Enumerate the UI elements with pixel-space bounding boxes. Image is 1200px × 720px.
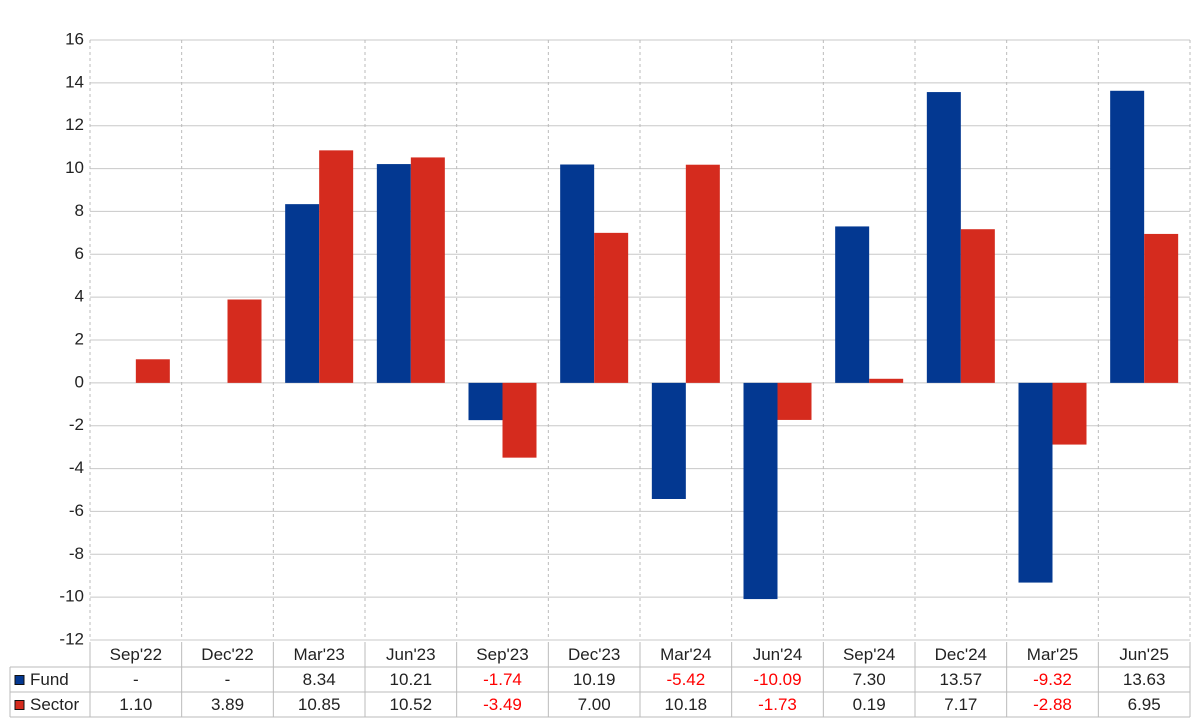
table-value: -10.09 <box>753 670 801 689</box>
y-tick-label: -12 <box>59 629 84 648</box>
x-tick-label: Sep'22 <box>110 645 162 664</box>
bar <box>560 164 595 383</box>
table-value: 10.52 <box>390 695 433 714</box>
x-tick-label: Jun'23 <box>386 645 436 664</box>
bar <box>743 382 778 600</box>
x-tick-label: Jun'25 <box>1119 645 1169 664</box>
table-value: 6.95 <box>1128 695 1161 714</box>
bar <box>410 157 445 383</box>
table-value: -1.73 <box>758 695 797 714</box>
bar <box>835 226 870 383</box>
x-tick-label: Dec'23 <box>568 645 620 664</box>
bar <box>502 382 537 458</box>
bar <box>227 299 262 383</box>
table-value: 3.89 <box>211 695 244 714</box>
x-tick-label: Mar'24 <box>660 645 711 664</box>
y-tick-label: 6 <box>75 244 84 263</box>
x-tick-label: Sep'24 <box>843 645 895 664</box>
table-value: 1.10 <box>119 695 152 714</box>
legend-swatch <box>14 700 25 710</box>
y-tick-label: 0 <box>75 372 84 391</box>
y-tick-label: 4 <box>75 287 84 306</box>
table-value: 13.63 <box>1123 670 1166 689</box>
table-value: 13.57 <box>940 670 983 689</box>
legend-swatch <box>14 675 25 685</box>
bar <box>135 359 170 383</box>
bar <box>468 382 503 421</box>
legend-label: Fund <box>30 670 69 689</box>
x-tick-label: Dec'22 <box>201 645 253 664</box>
bar <box>1144 233 1179 383</box>
bar <box>1018 382 1053 583</box>
y-tick-label: -2 <box>69 415 84 434</box>
y-tick-label: 10 <box>65 158 84 177</box>
table-value: - <box>133 670 139 689</box>
y-tick-label: -4 <box>69 458 84 477</box>
y-tick-label: 16 <box>65 29 84 48</box>
bar <box>319 150 354 383</box>
table-value: 10.21 <box>390 670 433 689</box>
x-tick-label: Mar'23 <box>293 645 344 664</box>
bar <box>926 92 961 383</box>
table-value: 0.19 <box>853 695 886 714</box>
y-tick-label: -8 <box>69 544 84 563</box>
table-value: -9.32 <box>1033 670 1072 689</box>
table-value: 7.00 <box>578 695 611 714</box>
table-value: -1.74 <box>483 670 522 689</box>
y-tick-label: 2 <box>75 329 84 348</box>
table-value: -2.88 <box>1033 695 1072 714</box>
table-value: -3.49 <box>483 695 522 714</box>
y-tick-label: -10 <box>59 587 84 606</box>
x-tick-label: Jun'24 <box>753 645 803 664</box>
bar <box>1110 90 1145 383</box>
table-value: -5.42 <box>666 670 705 689</box>
x-tick-label: Mar'25 <box>1027 645 1078 664</box>
bar <box>869 378 904 383</box>
bar <box>1052 382 1087 445</box>
legend-label: Sector <box>30 695 79 714</box>
bar <box>285 204 320 383</box>
table-value: 10.19 <box>573 670 616 689</box>
y-tick-label: 12 <box>65 115 84 134</box>
table-value: 10.85 <box>298 695 341 714</box>
table-value: - <box>225 670 231 689</box>
table-value: 8.34 <box>303 670 336 689</box>
x-tick-label: Dec'24 <box>935 645 987 664</box>
table-value: 10.18 <box>665 695 708 714</box>
bar <box>376 164 411 383</box>
table-value: 7.17 <box>944 695 977 714</box>
bar <box>685 164 720 383</box>
table-value: 7.30 <box>853 670 886 689</box>
bar <box>594 232 629 383</box>
bar <box>960 229 995 383</box>
x-tick-label: Sep'23 <box>476 645 528 664</box>
bar <box>651 382 686 499</box>
y-tick-label: 8 <box>75 201 84 220</box>
y-tick-label: 14 <box>65 72 84 91</box>
bar <box>777 382 812 420</box>
y-tick-label: -6 <box>69 501 84 520</box>
